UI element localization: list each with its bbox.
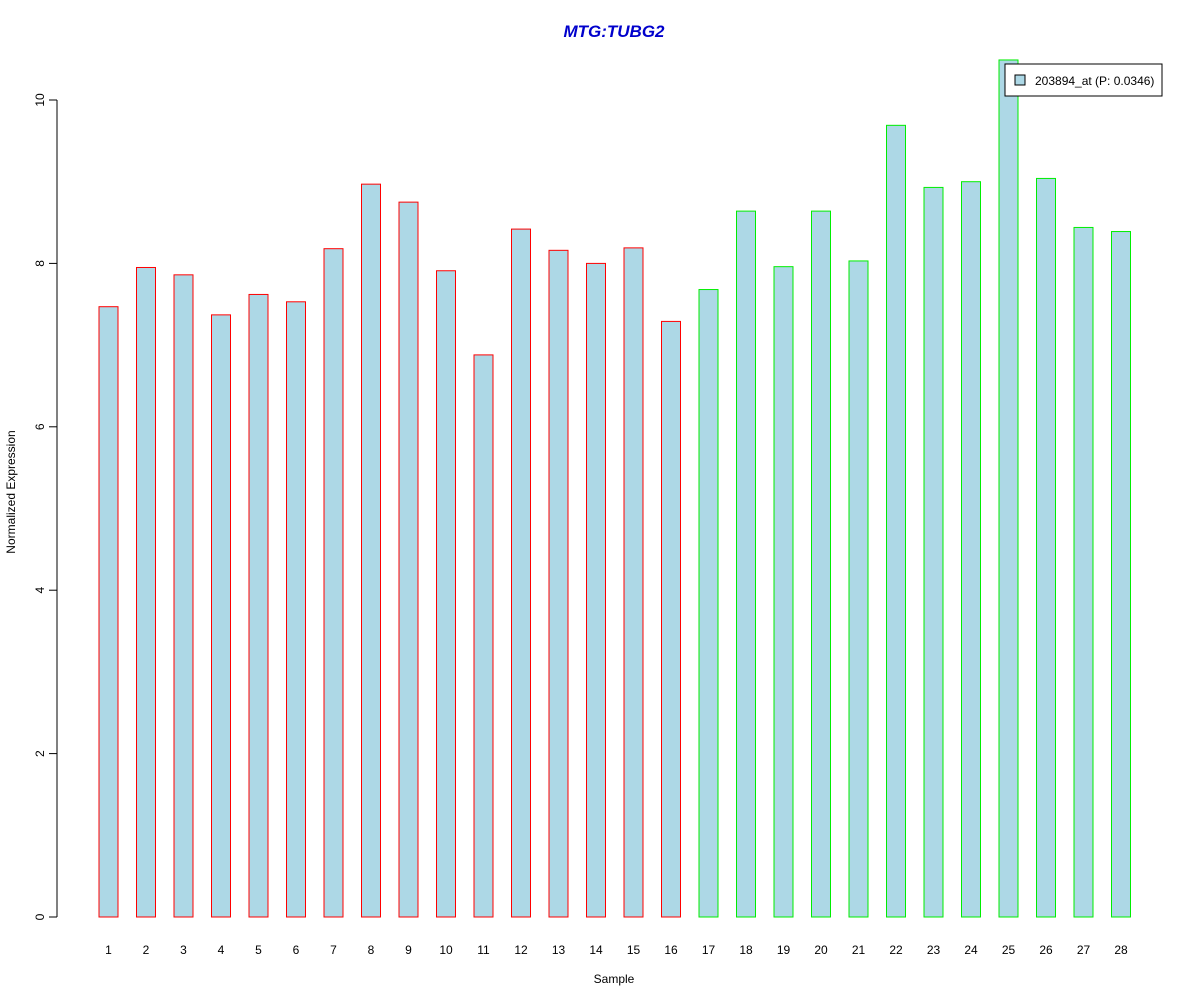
bar-sample-26: [1036, 177, 1056, 918]
bar-sample-17: [698, 289, 719, 918]
x-tick-label: 15: [627, 943, 641, 957]
legend-label: 203894_at (P: 0.0346): [1035, 74, 1154, 88]
bar-sample-10: [436, 270, 456, 918]
legend: 203894_at (P: 0.0346): [1004, 63, 1163, 97]
bar-sample-7: [323, 248, 344, 918]
y-tick-label: 8: [33, 260, 47, 267]
x-tick-label: 9: [405, 943, 412, 957]
legend-box: [1004, 63, 1163, 97]
x-tick-label: 13: [552, 943, 566, 957]
bar-sample-9: [398, 201, 419, 918]
x-tick-label: 12: [514, 943, 528, 957]
x-tick-label: 14: [589, 943, 603, 957]
y-tick-label: 10: [33, 93, 47, 107]
bar-sample-14: [586, 262, 606, 918]
bar-sample-12: [511, 228, 531, 918]
y-tick-label: 0: [33, 913, 47, 920]
x-tick-label: 5: [255, 943, 262, 957]
x-tick-label: 1: [105, 943, 112, 957]
x-tick-label: 25: [1002, 943, 1016, 957]
x-tick-label: 8: [368, 943, 375, 957]
chart-title: MTG:TUBG2: [563, 22, 665, 41]
x-tick-label: 16: [664, 943, 678, 957]
x-tick-label: 28: [1114, 943, 1128, 957]
bar-sample-18: [736, 210, 756, 918]
legend-swatch: [1014, 74, 1026, 86]
x-tick-label: 3: [180, 943, 187, 957]
x-tick-label: 7: [330, 943, 337, 957]
bar-sample-21: [848, 260, 869, 918]
bar-sample-20: [811, 210, 831, 918]
x-tick-label: 23: [927, 943, 941, 957]
bar-sample-4: [211, 314, 231, 918]
x-tick-label: 18: [739, 943, 753, 957]
bar-sample-8: [361, 183, 381, 918]
bar-sample-13: [548, 249, 569, 918]
x-tick-label: 11: [477, 943, 490, 957]
bar-sample-23: [923, 186, 944, 918]
bar-sample-15: [623, 247, 644, 918]
x-tick-label: 24: [964, 943, 978, 957]
bar-sample-16: [661, 320, 681, 918]
x-tick-label: 27: [1077, 943, 1091, 957]
bar-sample-5: [248, 293, 269, 918]
y-axis: 0 2 4 6 8 10: [33, 93, 58, 920]
x-tick-label: 26: [1039, 943, 1053, 957]
bar-sample-27: [1073, 226, 1094, 918]
x-tick-label: 17: [702, 943, 716, 957]
bar-sample-28: [1111, 231, 1131, 918]
y-tick-label: 6: [33, 423, 47, 430]
bar-sample-3: [173, 274, 194, 918]
x-axis-label: Sample: [594, 972, 635, 986]
bar-sample-1: [98, 306, 119, 918]
bar-sample-2: [136, 266, 156, 918]
bar-sample-11: [473, 354, 494, 918]
x-tick-label: 22: [889, 943, 903, 957]
y-tick-label: 2: [33, 750, 47, 757]
bar-sample-19: [773, 266, 794, 918]
y-axis-label: Normalized Expression: [4, 430, 18, 553]
x-tick-label: 4: [218, 943, 225, 957]
x-tick-label: 2: [143, 943, 150, 957]
x-tick-label: 10: [439, 943, 453, 957]
x-tick-label: 21: [852, 943, 866, 957]
bar-sample-25: [998, 59, 1019, 918]
bar-sample-6: [286, 301, 306, 918]
bars: [98, 59, 1131, 918]
y-tick-label: 4: [33, 587, 47, 594]
bar-sample-24: [961, 181, 981, 918]
x-tick-label: 20: [814, 943, 828, 957]
x-tick-labels: 1 2 3 4 5 6 7 8 9 10 11 12 13 14 15 16 17 18 19 20 21 22 23 24 2…: [105, 943, 1128, 957]
bar-sample-22: [886, 124, 906, 918]
x-tick-label: 19: [777, 943, 791, 957]
x-tick-label: 6: [293, 943, 300, 957]
